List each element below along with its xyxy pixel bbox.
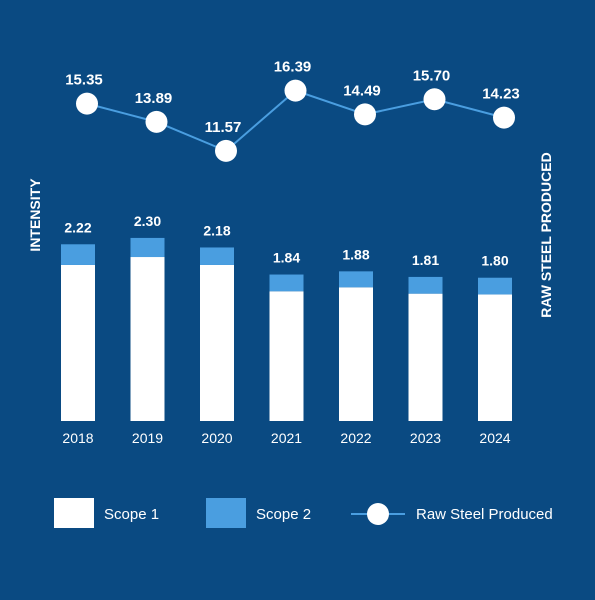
bar-scope-2-2021 — [269, 274, 304, 292]
legend-label-scope-2: Scope 2 — [256, 506, 311, 523]
x-tick-label-2022: 2022 — [340, 430, 371, 446]
bars-group — [61, 237, 512, 421]
line-group: 15.35 13.89 11.57 16.39 14.49 15.70 14.23 — [65, 59, 520, 162]
raw-steel-label-2024: 14.23 — [482, 86, 520, 103]
legend-label-scope-1: Scope 1 — [104, 506, 159, 523]
bar-scope-2-2022 — [339, 271, 373, 288]
x-tick-label-2021: 2021 — [271, 430, 302, 446]
x-tick-label-2024: 2024 — [479, 430, 510, 446]
legend-swatch-scope-2 — [206, 498, 246, 528]
bar-scope-1-2022 — [339, 287, 373, 421]
raw-steel-label-2022: 14.49 — [343, 82, 381, 99]
bar-scope-2-2020 — [200, 247, 234, 265]
raw-steel-point-2021 — [284, 79, 307, 102]
x-tick-label-2019: 2019 — [132, 430, 163, 446]
bar-scope-1-2019 — [130, 257, 165, 421]
bar-scope-2-2024 — [478, 277, 512, 295]
left-axis-label: INTENSITY — [27, 178, 43, 252]
raw-steel-point-2023 — [423, 88, 446, 111]
legend: Scope 1 Scope 2 Raw Steel Produced — [54, 498, 553, 528]
bar-scope-1-2020 — [200, 264, 234, 421]
raw-steel-label-2018: 15.35 — [65, 72, 103, 89]
bar-total-label-2022: 1.88 — [342, 246, 369, 262]
raw-steel-label-2019: 13.89 — [135, 90, 173, 107]
raw-steel-label-2023: 15.70 — [413, 67, 451, 84]
legend-label-raw-steel: Raw Steel Produced — [416, 506, 553, 523]
x-tick-label-2023: 2023 — [410, 430, 441, 446]
raw-steel-point-2018 — [76, 92, 98, 115]
bar-scope-1-2021 — [269, 291, 304, 421]
bar-total-label-2019: 2.30 — [134, 213, 161, 229]
raw-steel-label-2021: 16.39 — [274, 59, 312, 76]
bar-scope-2-2019 — [130, 237, 165, 258]
legend-marker-raw-steel — [367, 503, 389, 525]
x-ticks-group: 2018 2019 2020 2021 2022 2023 2024 — [62, 430, 510, 446]
raw-steel-point-2022 — [354, 103, 376, 126]
bar-total-label-2018: 2.22 — [64, 219, 91, 235]
bar-scope-2-2018 — [61, 244, 95, 265]
bar-labels-group: 2.22 2.30 2.18 1.84 1.88 1.81 1.80 — [64, 213, 508, 269]
raw-steel-point-2019 — [145, 110, 168, 133]
bar-total-label-2020: 2.18 — [203, 222, 230, 238]
right-axis-label: RAW STEEL PRODUCED — [538, 152, 554, 317]
bar-total-label-2023: 1.81 — [412, 252, 439, 268]
bar-scope-1-2024 — [478, 294, 512, 421]
bar-scope-2-2023 — [408, 276, 443, 294]
raw-steel-point-2024 — [493, 106, 515, 129]
x-tick-label-2020: 2020 — [201, 430, 232, 446]
x-tick-label-2018: 2018 — [62, 430, 93, 446]
bar-scope-1-2018 — [61, 264, 95, 421]
bar-total-label-2024: 1.80 — [481, 253, 508, 269]
bar-scope-1-2023 — [408, 293, 443, 421]
legend-swatch-scope-1 — [54, 498, 94, 528]
raw-steel-point-2020 — [215, 139, 237, 162]
bar-total-label-2021: 1.84 — [273, 250, 300, 266]
raw-steel-label-2020: 11.57 — [205, 119, 242, 136]
